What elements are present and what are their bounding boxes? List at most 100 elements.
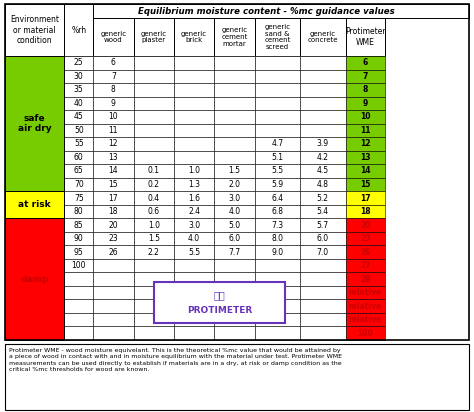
Text: 90: 90 <box>74 234 83 243</box>
Bar <box>214 110 255 124</box>
Text: generic
wood: generic wood <box>100 30 127 43</box>
Text: 0.6: 0.6 <box>147 207 160 216</box>
Bar <box>134 151 174 164</box>
Text: 6.8: 6.8 <box>272 207 283 216</box>
Text: 11: 11 <box>109 126 118 135</box>
Text: 5.0: 5.0 <box>228 220 240 229</box>
Bar <box>93 191 134 205</box>
Bar <box>5 344 469 410</box>
Bar <box>174 286 214 300</box>
Bar <box>64 259 93 272</box>
Bar <box>134 232 174 245</box>
Bar <box>93 218 134 232</box>
Bar <box>174 164 214 178</box>
Bar <box>64 191 93 205</box>
Bar <box>346 70 385 83</box>
Text: 7.0: 7.0 <box>317 248 329 257</box>
Bar <box>346 326 385 340</box>
Bar <box>64 70 93 83</box>
Bar <box>300 137 346 151</box>
Bar <box>346 151 385 164</box>
Bar <box>300 286 346 300</box>
Text: 7.3: 7.3 <box>271 220 283 229</box>
Bar <box>214 313 255 326</box>
Bar <box>255 300 300 313</box>
Text: 4.0: 4.0 <box>188 234 200 243</box>
Text: 40: 40 <box>74 99 83 108</box>
Bar <box>214 205 255 218</box>
Bar <box>93 83 134 96</box>
Text: relative: relative <box>349 288 382 297</box>
Bar <box>300 151 346 164</box>
Bar <box>214 300 255 313</box>
Bar <box>255 137 300 151</box>
Bar <box>134 124 174 137</box>
Bar <box>134 205 174 218</box>
Bar <box>64 245 93 259</box>
Bar <box>255 218 300 232</box>
Text: 20: 20 <box>109 220 118 229</box>
Text: 26: 26 <box>109 248 118 257</box>
Text: 5.2: 5.2 <box>317 194 329 203</box>
Bar <box>5 218 64 340</box>
Bar <box>214 326 255 340</box>
Bar <box>134 83 174 96</box>
Bar <box>346 191 385 205</box>
Bar <box>214 178 255 191</box>
Bar <box>255 286 300 300</box>
Bar <box>64 4 93 56</box>
Text: 13: 13 <box>109 153 118 162</box>
Bar <box>174 151 214 164</box>
Text: 75: 75 <box>74 194 83 203</box>
Bar <box>174 245 214 259</box>
Bar <box>214 272 255 286</box>
Text: 2.2: 2.2 <box>148 248 160 257</box>
Text: 12: 12 <box>360 139 371 148</box>
Bar <box>346 313 385 326</box>
Text: 4.0: 4.0 <box>228 207 240 216</box>
Bar <box>134 70 174 83</box>
Bar <box>346 110 385 124</box>
Bar <box>64 218 93 232</box>
Bar <box>255 178 300 191</box>
Bar <box>174 191 214 205</box>
Text: 4.2: 4.2 <box>317 153 329 162</box>
Bar <box>255 164 300 178</box>
Bar <box>346 56 385 70</box>
Bar <box>154 282 285 323</box>
Bar <box>5 4 64 56</box>
Text: 4.7: 4.7 <box>271 139 283 148</box>
Bar <box>255 259 300 272</box>
Bar <box>174 178 214 191</box>
Text: at risk: at risk <box>18 200 51 209</box>
Bar <box>93 56 134 70</box>
Bar <box>255 18 300 56</box>
Bar <box>174 18 214 56</box>
Bar <box>93 124 134 137</box>
Bar <box>300 56 346 70</box>
Text: 7: 7 <box>111 72 116 81</box>
Text: 30: 30 <box>74 72 83 81</box>
Bar <box>214 259 255 272</box>
Bar <box>64 178 93 191</box>
Bar <box>346 300 385 313</box>
Text: 18: 18 <box>360 207 371 216</box>
Text: 5.4: 5.4 <box>317 207 329 216</box>
Text: 3.9: 3.9 <box>317 139 329 148</box>
Bar <box>174 218 214 232</box>
Bar <box>214 96 255 110</box>
Text: 8: 8 <box>111 85 116 94</box>
Bar <box>134 164 174 178</box>
Bar <box>134 300 174 313</box>
Bar <box>346 259 385 272</box>
Bar <box>93 137 134 151</box>
Text: safe
air dry: safe air dry <box>18 114 52 133</box>
Bar <box>174 83 214 96</box>
Text: 6.4: 6.4 <box>271 194 283 203</box>
Bar <box>134 259 174 272</box>
Bar <box>214 164 255 178</box>
Bar <box>300 259 346 272</box>
Bar <box>300 245 346 259</box>
Text: 100: 100 <box>358 329 374 338</box>
Bar <box>5 191 64 218</box>
